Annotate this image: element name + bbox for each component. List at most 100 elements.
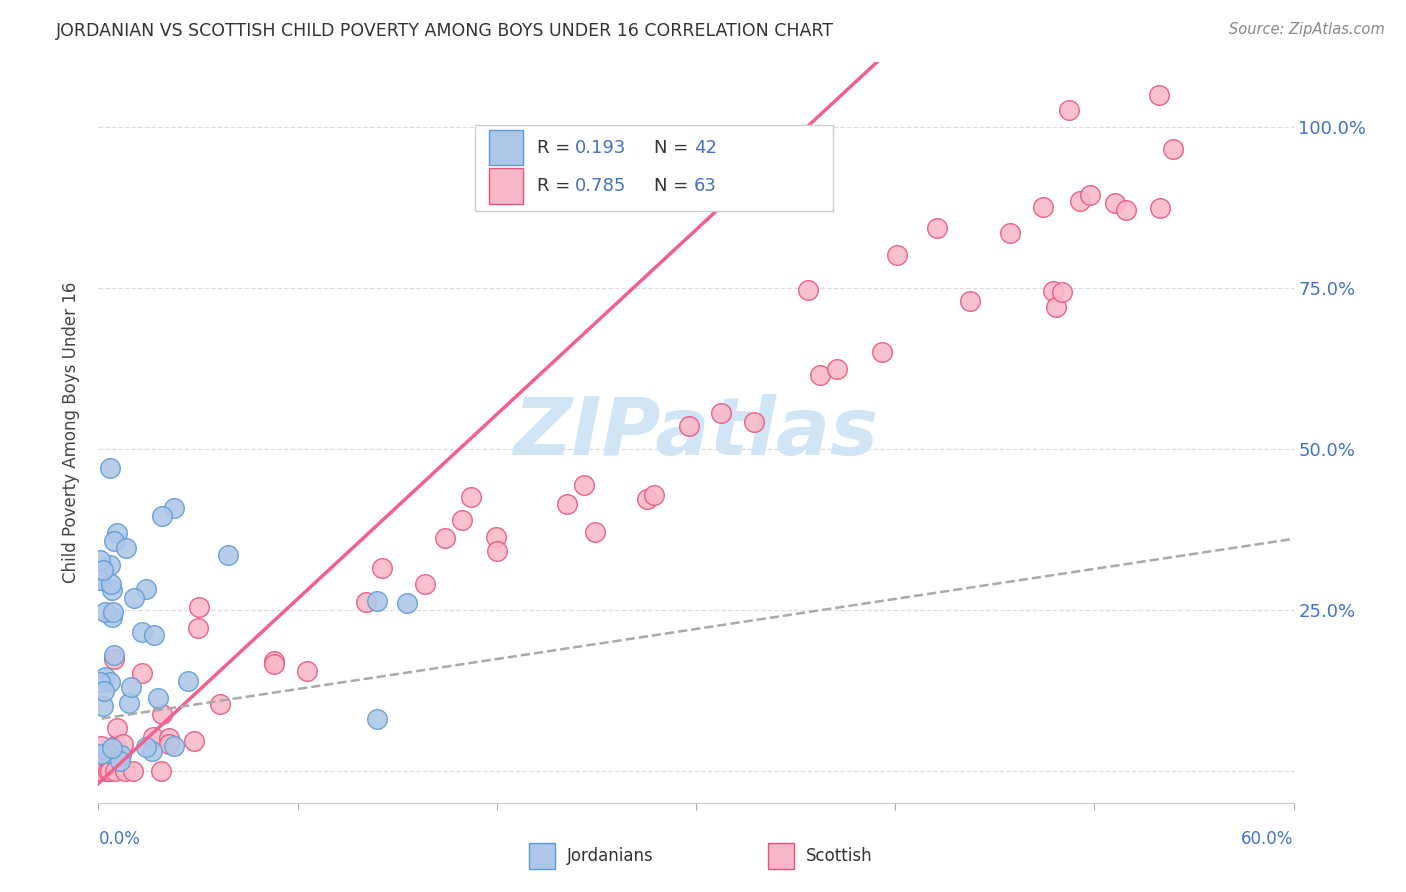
Point	[110, 747, 132, 762]
Point	[94, 670, 117, 684]
Point	[572, 478, 595, 492]
Text: ZIPatlas: ZIPatlas	[513, 393, 879, 472]
Point	[110, 755, 132, 769]
Point	[396, 596, 419, 610]
Point	[121, 764, 143, 778]
Point	[1149, 201, 1171, 215]
Point	[163, 739, 186, 753]
Point	[91, 699, 114, 714]
Point	[742, 415, 765, 429]
Text: Scottish: Scottish	[806, 847, 873, 865]
Point	[141, 744, 163, 758]
Point	[90, 747, 112, 761]
Point	[131, 624, 153, 639]
Point	[583, 525, 606, 540]
FancyBboxPatch shape	[489, 130, 523, 165]
Text: N =: N =	[654, 138, 695, 157]
Point	[101, 582, 124, 597]
Text: 60.0%: 60.0%	[1241, 830, 1294, 847]
Point	[209, 697, 232, 711]
FancyBboxPatch shape	[529, 843, 555, 869]
Point	[150, 509, 173, 524]
Point	[217, 548, 239, 562]
Point	[105, 525, 128, 540]
FancyBboxPatch shape	[475, 126, 834, 211]
Point	[886, 248, 908, 262]
Point	[90, 758, 112, 772]
Point	[643, 488, 665, 502]
Point	[825, 362, 848, 376]
Point	[103, 648, 125, 662]
Point	[187, 621, 209, 635]
Point	[97, 746, 120, 760]
Point	[1078, 187, 1101, 202]
Point	[98, 558, 121, 573]
Point	[157, 737, 180, 751]
Point	[678, 419, 700, 434]
Point	[485, 530, 508, 544]
Point	[93, 683, 115, 698]
Point	[91, 563, 114, 577]
Point	[120, 680, 142, 694]
Point	[1057, 103, 1080, 117]
Point	[114, 764, 136, 778]
Point	[101, 740, 124, 755]
Point	[100, 577, 122, 591]
Text: 0.193: 0.193	[575, 138, 627, 157]
Point	[163, 501, 186, 516]
Point	[263, 654, 285, 668]
Point	[415, 576, 437, 591]
Text: 0.785: 0.785	[575, 178, 627, 195]
Text: N =: N =	[654, 178, 695, 195]
Point	[371, 560, 394, 574]
Point	[105, 739, 128, 753]
Point	[131, 666, 153, 681]
Point	[103, 652, 125, 666]
Point	[91, 764, 114, 778]
Point	[1050, 285, 1073, 299]
FancyBboxPatch shape	[768, 843, 794, 869]
Point	[555, 497, 578, 511]
Point	[89, 675, 111, 690]
Point	[94, 750, 117, 764]
Text: Jordanians: Jordanians	[567, 847, 654, 865]
Point	[263, 657, 285, 672]
Point	[925, 220, 948, 235]
Point	[89, 573, 111, 587]
Point	[135, 582, 157, 596]
Point	[104, 764, 127, 778]
Text: R =: R =	[537, 138, 576, 157]
Point	[146, 691, 169, 706]
Point	[959, 293, 981, 308]
Point	[188, 599, 211, 614]
Point	[354, 595, 377, 609]
Point	[149, 764, 172, 778]
Point	[636, 491, 658, 506]
Point	[297, 664, 319, 678]
Point	[1069, 194, 1091, 209]
Point	[1042, 284, 1064, 298]
Point	[89, 553, 111, 567]
Point	[135, 740, 157, 755]
Point	[105, 721, 128, 735]
Point	[1147, 87, 1170, 102]
Point	[117, 696, 139, 710]
Point	[103, 533, 125, 548]
Point	[157, 731, 180, 746]
Point	[101, 610, 124, 624]
Point	[710, 406, 733, 420]
Point	[89, 762, 111, 776]
Point	[366, 712, 388, 726]
Point	[433, 531, 456, 545]
Point	[97, 764, 120, 778]
Point	[115, 541, 138, 555]
Point	[98, 764, 121, 778]
Point	[89, 573, 111, 587]
Point	[111, 737, 134, 751]
Text: 0.0%: 0.0%	[98, 830, 141, 847]
Point	[101, 605, 124, 619]
Point	[366, 594, 388, 608]
Point	[1161, 142, 1184, 156]
Point	[90, 739, 112, 754]
Point	[485, 544, 508, 558]
